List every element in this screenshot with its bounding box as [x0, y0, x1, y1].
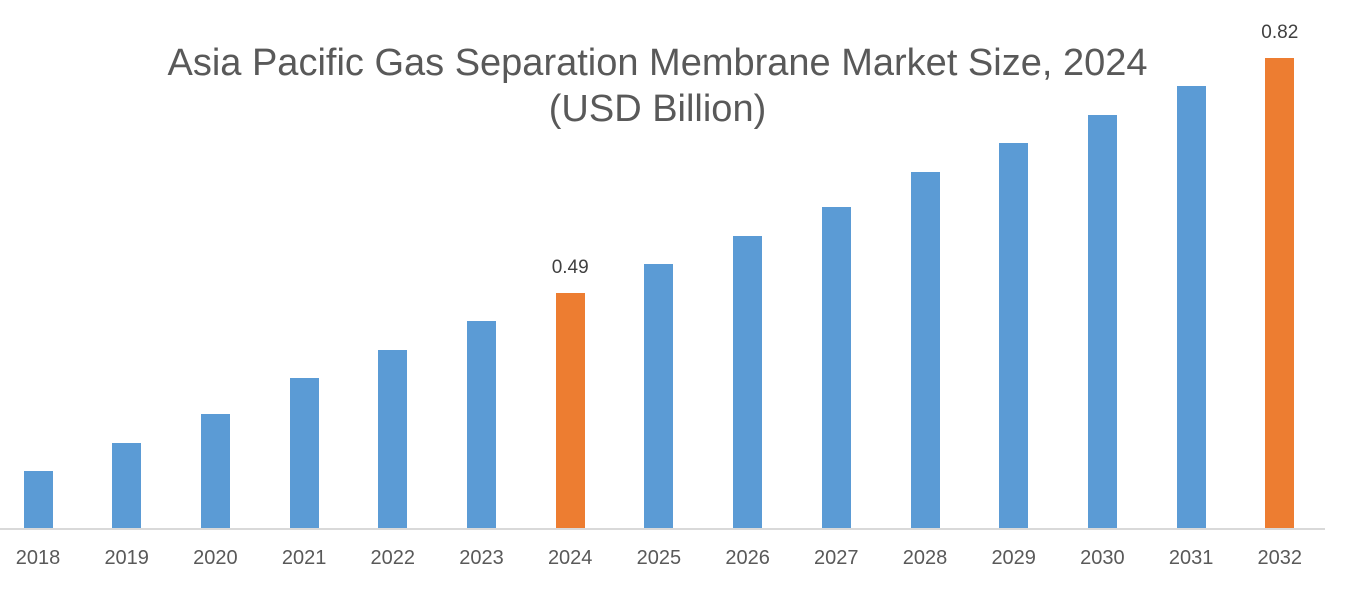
bar-2030 [1087, 114, 1117, 528]
x-axis-line [0, 528, 1325, 530]
x-tick-label: 2025 [636, 547, 682, 569]
x-tick-label: 2032 [1257, 547, 1303, 569]
bar-2022 [378, 349, 408, 528]
x-tick-label: 2031 [1168, 547, 1214, 569]
bar-2031 [1176, 86, 1206, 528]
bar-2025 [644, 264, 674, 528]
bar-2027 [821, 207, 851, 528]
x-tick-label: 2024 [547, 547, 593, 569]
x-tick-label: 2020 [193, 547, 238, 569]
bar-2018 [23, 471, 53, 528]
x-tick-label: 2029 [991, 547, 1036, 569]
bar-2029 [999, 143, 1029, 528]
x-tick-label: 2022 [370, 547, 416, 569]
data-label-2032: 0.82 [1261, 21, 1299, 43]
bar-2024 [555, 292, 585, 528]
x-tick-label: 2030 [1080, 547, 1125, 569]
x-tick-label: 2023 [459, 547, 504, 569]
x-tick-label: 2028 [902, 547, 948, 569]
bar-2020 [200, 414, 230, 528]
bar-2021 [289, 378, 319, 528]
x-tick-label: 2019 [104, 547, 149, 569]
chart-title-line1: Asia Pacific Gas Separation Membrane Mar… [167, 42, 1148, 84]
bar-2023 [467, 321, 496, 528]
x-tick-label: 2018 [15, 547, 61, 569]
chart-subtitle: (USD Billion) [548, 88, 767, 130]
x-tick-label: 2026 [725, 547, 770, 569]
bar-2028 [910, 171, 940, 528]
bar-2032 [1265, 57, 1295, 528]
chart-title: Asia Pacific Gas Separation Membrane Mar… [0, 40, 1315, 132]
bar-2019 [112, 442, 142, 528]
bar-2026 [733, 235, 763, 528]
x-tick-label: 2021 [281, 547, 327, 569]
data-label-2024: 0.49 [551, 256, 589, 278]
x-tick-label: 2027 [814, 547, 859, 569]
